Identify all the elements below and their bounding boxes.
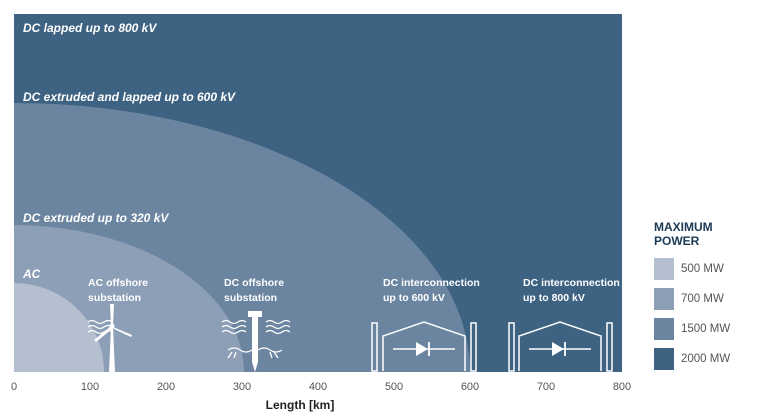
dc-interconnection-800kv-icon xyxy=(508,321,613,372)
x-axis-ticks: 0 100 200 300 400 500 600 700 800 xyxy=(11,381,631,393)
legend-label: 2000 MW xyxy=(681,353,731,365)
legend-item: 2000 MW xyxy=(654,348,754,370)
x-axis-tick-label: 100 xyxy=(81,381,99,393)
legend-swatch xyxy=(654,318,674,340)
legend-item: 1500 MW xyxy=(654,318,754,340)
x-axis-tick-label: 400 xyxy=(309,381,327,393)
region-shapes xyxy=(14,14,622,372)
application-label-dc-interconnection-600kv: DC interconnection up to 600 kV xyxy=(383,277,480,304)
legend-swatch xyxy=(654,348,674,370)
region-ac xyxy=(14,283,104,372)
wind-turbine-icon xyxy=(87,304,132,372)
legend-label: 500 MW xyxy=(681,263,724,275)
region-label-dc-extruded-320kv: DC extruded up to 320 kV xyxy=(23,211,169,225)
legend-label: 1500 MW xyxy=(681,323,731,335)
converter-platform-icon xyxy=(221,311,291,372)
legend-label: 700 MW xyxy=(681,293,724,305)
x-axis-tick-label: 200 xyxy=(157,381,175,393)
x-axis-tick-label: 500 xyxy=(385,381,403,393)
legend-item: 700 MW xyxy=(654,288,754,310)
application-label-ac-offshore: AC offshore substation xyxy=(88,277,148,304)
region-label-dc-lapped-800kv: DC lapped up to 800 kV xyxy=(23,21,157,35)
region-label-dc-extruded-lapped-600kv: DC extruded and lapped up to 600 kV xyxy=(23,90,236,104)
legend: MAXIMUM POWER 500 MW 700 MW 1500 MW 2000… xyxy=(654,220,754,378)
x-axis-tick-label: 700 xyxy=(537,381,555,393)
dc-interconnection-600kv-icon xyxy=(371,321,477,372)
x-axis-tick-label: 300 xyxy=(233,381,251,393)
application-label-dc-interconnection-800kv: DC interconnection up to 800 kV xyxy=(523,277,620,304)
legend-title: MAXIMUM POWER xyxy=(654,220,713,248)
x-axis-title: Length [km] xyxy=(266,398,335,412)
x-axis-tick-label: 800 xyxy=(613,381,631,393)
legend-swatch xyxy=(654,258,674,280)
region-label-ac: AC xyxy=(22,267,41,281)
legend-swatch xyxy=(654,288,674,310)
x-axis-tick-label: 600 xyxy=(461,381,479,393)
application-label-dc-offshore: DC offshore substation xyxy=(224,277,284,304)
legend-item: 500 MW xyxy=(654,258,754,280)
x-axis-tick-label: 0 xyxy=(11,381,17,393)
